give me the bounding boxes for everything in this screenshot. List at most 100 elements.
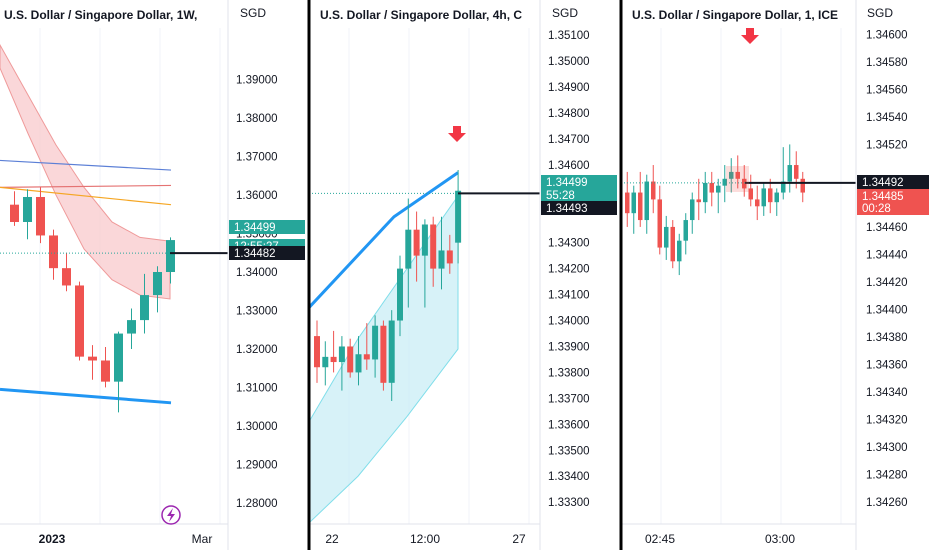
x-tick-label: 12:00 [410, 532, 440, 546]
chart-1w-title: U.S. Dollar / Singapore Dollar, 1W, [4, 8, 197, 22]
y-tick-label: 1.33000 [236, 305, 278, 317]
ma-line [0, 159, 172, 171]
chart-1m-axis-unit: SGD [867, 6, 893, 20]
candle-body [690, 199, 695, 221]
y-tick-label: 1.33300 [548, 497, 590, 509]
price-tag [229, 220, 305, 234]
candle-body [10, 204, 19, 222]
candle-body [322, 356, 329, 368]
candle-body [625, 192, 630, 214]
candle-body [430, 224, 437, 269]
price-tag-text: 1.34499 [234, 222, 276, 234]
price-tag [857, 201, 929, 215]
candle-body [631, 192, 636, 214]
y-tick-label: 1.34540 [866, 112, 908, 124]
y-tick-label: 1.33800 [548, 367, 590, 379]
price-tag [857, 189, 929, 203]
y-tick-label: 1.34400 [866, 304, 908, 316]
price-tag [541, 201, 617, 215]
y-tick-label: 1.28000 [236, 498, 278, 510]
candle-body [677, 240, 682, 262]
x-tick-label: Mar [192, 532, 213, 546]
candle-body [355, 354, 362, 373]
y-tick-label: 1.34520 [866, 139, 908, 151]
candle-body [153, 272, 162, 296]
candle-body [438, 250, 445, 269]
candle-body [114, 333, 123, 382]
y-tick-label: 1.34900 [548, 82, 590, 94]
price-tag-text: 00:28 [862, 203, 891, 215]
candle-body [397, 268, 403, 321]
x-tick-label: 02:45 [645, 532, 675, 546]
y-tick-label: 1.34380 [866, 332, 908, 344]
candle-body [735, 171, 740, 179]
candle-body [363, 354, 370, 360]
y-tick-label: 1.33700 [548, 393, 590, 405]
y-tick-label: 1.31000 [236, 382, 278, 394]
candle-body [405, 229, 412, 269]
y-tick-label: 1.37000 [236, 152, 278, 164]
y-tick-label: 1.34600 [866, 29, 908, 41]
candle-body [800, 178, 805, 193]
y-tick-label: 1.34260 [866, 497, 908, 509]
price-tag [229, 246, 305, 260]
chart-4h-axis-unit: SGD [552, 6, 578, 20]
y-tick-label: 1.34560 [866, 84, 908, 96]
price-tag-text: 1.34493 [546, 203, 588, 215]
y-tick-label: 1.39000 [236, 75, 278, 87]
y-tick-label: 1.35100 [548, 30, 590, 42]
candle-body [421, 224, 428, 256]
y-tick-label: 1.34800 [548, 108, 590, 120]
ma-line [307, 171, 459, 309]
x-tick-label: 2023 [39, 532, 66, 546]
candle-body [768, 188, 773, 203]
candle-body [787, 165, 792, 182]
y-tick-label: 1.36000 [236, 190, 278, 202]
y-tick-label: 1.34320 [866, 414, 908, 426]
y-tick-label: 1.34460 [866, 222, 908, 234]
candle-body [657, 199, 662, 248]
candle-body [75, 285, 84, 357]
y-tick-label: 1.33400 [548, 471, 590, 483]
candle-body [761, 188, 766, 207]
y-tick-label: 1.34360 [866, 359, 908, 371]
y-tick-label: 1.33500 [548, 445, 590, 457]
candle-body [347, 346, 354, 373]
candle-body [703, 182, 708, 203]
candle-body [330, 356, 337, 363]
y-tick-label: 1.34580 [866, 57, 908, 69]
y-tick-label: 1.33600 [548, 419, 590, 431]
cloud-pink [0, 43, 171, 300]
down-arrow-icon [741, 28, 759, 44]
candle-body [755, 199, 760, 207]
y-tick-label: 1.29000 [236, 459, 278, 471]
y-tick-label: 1.30000 [236, 421, 278, 433]
y-tick-label: 1.34100 [548, 290, 590, 302]
candle-body [166, 240, 175, 273]
y-tick-label: 1.34420 [866, 277, 908, 289]
lightning-icon [167, 508, 175, 522]
x-tick-label: 22 [325, 532, 339, 546]
candle-body [455, 190, 462, 243]
price-tag-text: 55:28 [546, 190, 575, 202]
chart-4h[interactable]: U.S. Dollar / Singapore Dollar, 4h, C SG… [307, 0, 617, 550]
candle-body [49, 235, 58, 269]
chart-1w[interactable]: U.S. Dollar / Singapore Dollar, 1W, SGD … [0, 0, 305, 550]
candle-body [716, 185, 721, 193]
candle-body [23, 196, 32, 222]
candle-body [664, 226, 669, 248]
y-tick-label: 1.34200 [548, 264, 590, 276]
y-tick-label: 1.38000 [236, 113, 278, 125]
chart-1m[interactable]: U.S. Dollar / Singapore Dollar, 1, ICE S… [621, 0, 929, 550]
chart-1w-axis-unit: SGD [240, 6, 266, 20]
chart-4h-title: U.S. Dollar / Singapore Dollar, 4h, C [320, 8, 522, 22]
candle-body [338, 346, 345, 363]
candle-body [638, 192, 643, 221]
y-tick-label: 1.33900 [548, 341, 590, 353]
price-tag [857, 175, 929, 189]
candle-body [372, 325, 379, 360]
candle-body [413, 229, 420, 256]
y-tick-label: 1.34000 [236, 267, 278, 279]
